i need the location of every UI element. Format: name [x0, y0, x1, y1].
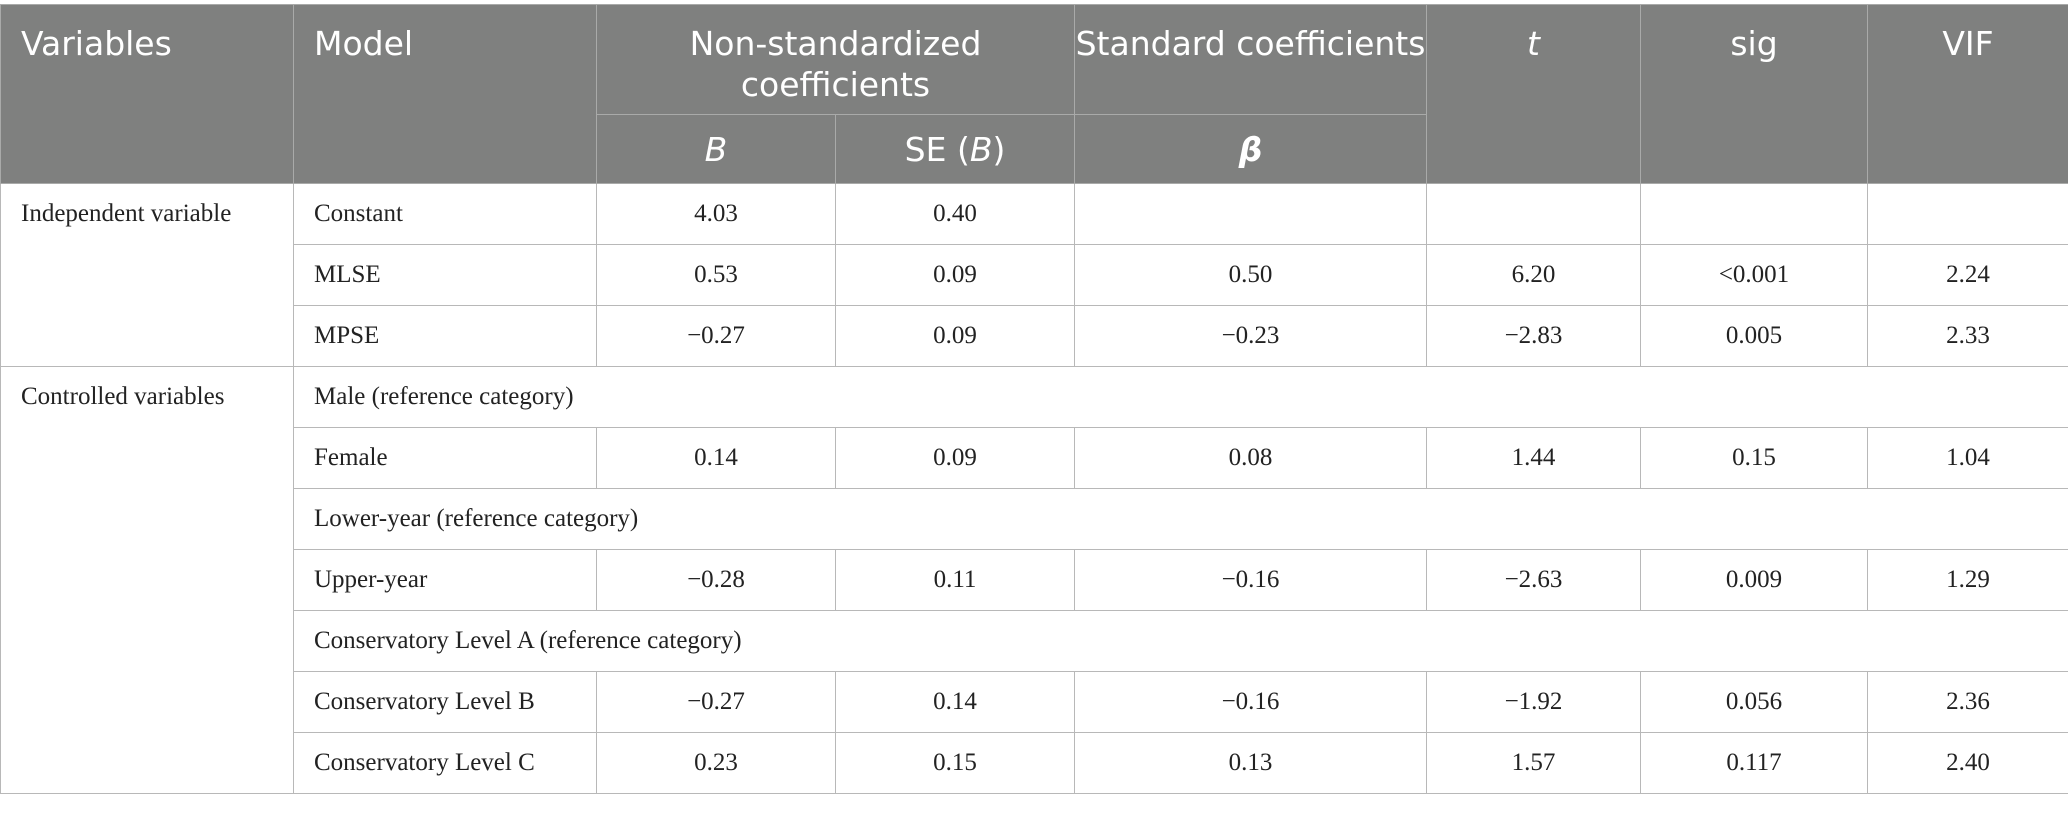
table-row: Conservatory Level A (reference category…	[1, 610, 2068, 672]
cell-sig: 0.009	[1640, 549, 1869, 611]
cell-beta: −0.16	[1074, 671, 1428, 733]
cell-sig: 0.117	[1640, 732, 1869, 794]
table-row: Conservatory Level C 0.23 0.15 0.13 1.57…	[1, 732, 2068, 794]
header-sig: sig	[1640, 4, 1869, 184]
cell-reference-category: Conservatory Level A (reference category…	[292, 610, 2068, 672]
table-row: Female 0.14 0.09 0.08 1.44 0.15 1.04	[1, 427, 2068, 489]
cell-reference-category: Male (reference category)	[292, 366, 2068, 428]
cell-beta: 0.08	[1074, 427, 1428, 489]
cell-t: −2.83	[1426, 305, 1642, 367]
table-row: Lower-year (reference category)	[1, 488, 2068, 550]
cell-b: 0.14	[596, 427, 836, 489]
cell-t: 6.20	[1426, 244, 1642, 306]
header-variables: Variables	[0, 4, 294, 184]
cell-se: 0.09	[834, 305, 1076, 367]
header-beta-label: β	[1238, 129, 1263, 169]
header-t: t	[1426, 4, 1642, 184]
header-beta: β	[1074, 114, 1428, 184]
header-model: Model	[293, 4, 597, 184]
cell-sig: 0.056	[1640, 671, 1869, 733]
cell-t: 1.44	[1426, 427, 1642, 489]
cell-beta: 0.13	[1074, 732, 1428, 794]
cell-vif	[1867, 183, 2068, 245]
regression-table: Variables Model Non-standardized coeffic…	[0, 4, 2068, 794]
header-non-standardized-coefficients: Non-standardized coefficients	[595, 4, 1076, 115]
cell-se: 0.40	[834, 183, 1076, 245]
table-row: Upper-year −0.28 0.11 −0.16 −2.63 0.009 …	[1, 549, 2068, 611]
cell-beta: −0.23	[1074, 305, 1428, 367]
table-body: Independent variable Constant 4.03 0.40 …	[0, 183, 2068, 794]
cell-sig	[1640, 183, 1869, 245]
cell-vif: 1.04	[1867, 427, 2068, 489]
cell-model: Conservatory Level C	[293, 732, 597, 794]
header-se-suffix: )	[992, 129, 1006, 169]
cell-model: MPSE	[293, 305, 597, 367]
cell-se: 0.09	[834, 244, 1076, 306]
table-row: Conservatory Level B −0.27 0.14 −0.16 −1…	[1, 671, 2068, 733]
cell-se: 0.09	[834, 427, 1076, 489]
cell-b: 4.03	[596, 183, 836, 245]
cell-reference-category: Lower-year (reference category)	[292, 488, 2068, 550]
cell-model: Constant	[293, 183, 597, 245]
cell-vif: 2.33	[1867, 305, 2068, 367]
group-label: Controlled variables	[0, 366, 294, 794]
header-se-b-label: B	[969, 129, 993, 169]
table-row: MPSE −0.27 0.09 −0.23 −2.83 0.005 2.33	[1, 305, 2068, 367]
cell-beta: 0.50	[1074, 244, 1428, 306]
cell-model: Conservatory Level B	[293, 671, 597, 733]
cell-model: MLSE	[293, 244, 597, 306]
cell-t: −2.63	[1426, 549, 1642, 611]
cell-t: −1.92	[1426, 671, 1642, 733]
header-vif: VIF	[1867, 4, 2068, 184]
cell-beta	[1074, 183, 1428, 245]
cell-sig: <0.001	[1640, 244, 1869, 306]
header-standard-coefficients: Standard coefficients	[1074, 4, 1428, 115]
table-row: MLSE 0.53 0.09 0.50 6.20 <0.001 2.24	[1, 244, 2068, 306]
group-label: Independent variable	[0, 183, 294, 367]
cell-b: −0.27	[596, 671, 836, 733]
header-b-label: B	[704, 129, 728, 169]
cell-b: 0.23	[596, 732, 836, 794]
cell-model: Female	[293, 427, 597, 489]
header-se-prefix: SE (	[904, 129, 970, 169]
cell-vif: 2.36	[1867, 671, 2068, 733]
header-b: B	[596, 114, 836, 184]
cell-se: 0.15	[834, 732, 1076, 794]
cell-t	[1426, 183, 1642, 245]
cell-vif: 2.24	[1867, 244, 2068, 306]
header-se-b: SE (B)	[834, 114, 1076, 184]
cell-se: 0.14	[834, 671, 1076, 733]
cell-b: −0.28	[596, 549, 836, 611]
table-row: Independent variable Constant 4.03 0.40	[0, 183, 2068, 367]
header-t-label: t	[1527, 24, 1540, 63]
cell-sig: 0.005	[1640, 305, 1869, 367]
table-header: Variables Model Non-standardized coeffic…	[0, 4, 2068, 184]
cell-se: 0.11	[834, 549, 1076, 611]
cell-model: Upper-year	[293, 549, 597, 611]
cell-beta: −0.16	[1074, 549, 1428, 611]
cell-t: 1.57	[1426, 732, 1642, 794]
table-row: Controlled variables Male (reference cat…	[0, 366, 2068, 794]
cell-vif: 1.29	[1867, 549, 2068, 611]
cell-b: −0.27	[596, 305, 836, 367]
cell-sig: 0.15	[1640, 427, 1869, 489]
cell-b: 0.53	[596, 244, 836, 306]
cell-vif: 2.40	[1867, 732, 2068, 794]
